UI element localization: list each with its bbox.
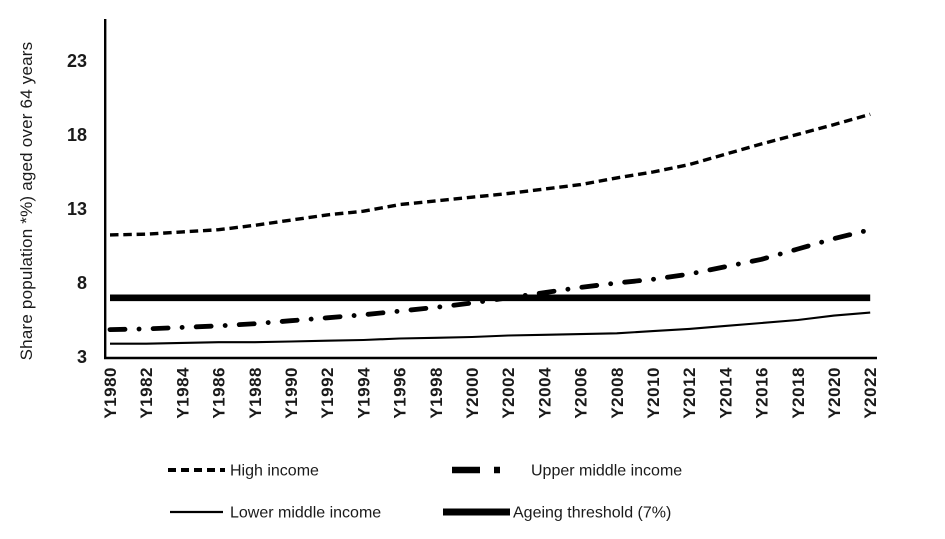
y-axis-title: Share population *%) aged over 64 years [17,41,36,361]
x-tick-label: Y1980 [101,367,120,419]
y-tick-label: 23 [67,51,87,71]
x-tick-label: Y2022 [861,367,880,419]
x-tick-label: Y1988 [246,367,265,419]
series-line-high-income [109,112,871,237]
legend-item-label: High income [230,463,319,480]
x-tick-label: Y2010 [644,367,663,419]
x-tick-label: Y2008 [608,367,627,419]
x-tick-label: Y2014 [716,367,735,419]
legend-item-label: Ageing threshold (7%) [513,505,671,522]
x-tick-label: Y2004 [535,367,554,419]
x-tick-label: Y1984 [173,367,192,419]
y-tick-label: 8 [77,273,87,293]
x-tick-label: Y1994 [354,367,373,419]
x-tick-label: Y2000 [463,367,482,419]
x-tick-label: Y1990 [282,367,301,419]
x-tick-label: Y1998 [427,367,446,419]
y-tick-label: 13 [67,199,87,219]
series-line-lower-middle-income [110,311,871,345]
x-tick-label: Y2020 [825,367,844,419]
y-tick-label: 3 [77,347,87,367]
x-tick-label: Y2018 [789,367,808,419]
x-tick-label: Y2006 [572,367,591,419]
x-tick-label: Y1986 [210,367,229,419]
x-tick-label: Y2002 [499,367,518,419]
x-tick-label: Y1996 [391,367,410,419]
x-tick-label: Y1992 [318,367,337,419]
legend-item-label: Upper middle income [531,463,682,480]
x-tick-label: Y2016 [753,367,772,419]
x-tick-label: Y1982 [137,367,156,419]
series-line-upper-middle-income [107,227,873,333]
x-tick-label: Y2012 [680,367,699,419]
legend-item-label: Lower middle income [230,505,381,522]
y-tick-label: 18 [67,125,87,145]
